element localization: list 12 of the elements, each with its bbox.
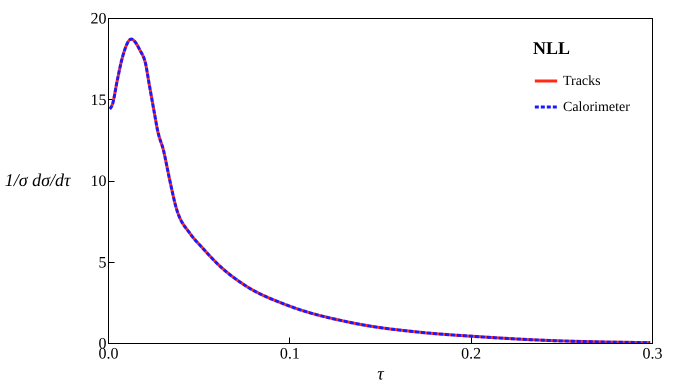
legend-label: Calorimeter: [563, 100, 630, 115]
y-tick-label: 20: [90, 10, 106, 28]
legend-label: Tracks: [563, 74, 601, 89]
y-axis-title: 1/σ dσ/dτ: [4, 170, 72, 190]
y-tick-label: 10: [90, 173, 106, 190]
x-tick-label: 0.1: [280, 346, 300, 362]
y-tick-label: 5: [98, 254, 106, 272]
x-tick-label: 0.3: [642, 346, 662, 362]
x-axis-title: τ: [377, 364, 384, 384]
x-tick-label: 0.2: [461, 346, 482, 362]
legend-title: NLL: [533, 38, 570, 58]
y-tick-label: 15: [90, 92, 106, 109]
